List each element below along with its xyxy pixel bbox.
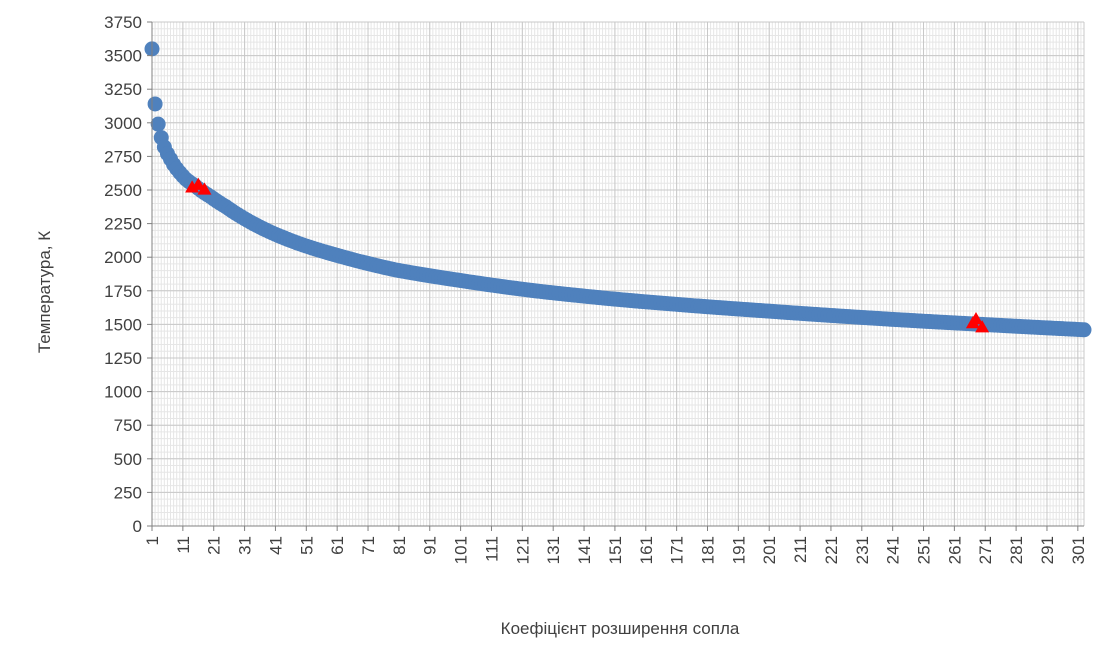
x-tick-label: 141	[575, 536, 594, 564]
x-tick-label: 21	[205, 536, 224, 555]
x-tick-label: 71	[359, 536, 378, 555]
grid-minor	[151, 21, 1085, 527]
x-axis-label: Коефіцієнт розширення сопла	[501, 619, 740, 638]
x-tick-label: 51	[297, 536, 316, 555]
x-tick-labels: 1 11 21 31 41 51 61 71 81 91 101 111 121 131 141 151 161…	[143, 536, 1088, 564]
x-tick-label: 41	[266, 536, 285, 555]
x-tick-label: 241	[884, 536, 903, 564]
data-point	[147, 96, 163, 112]
x-tick-label: 101	[452, 536, 471, 564]
x-tick-label: 111	[482, 536, 501, 562]
y-tick-label: 0	[133, 517, 142, 536]
y-axis-label: Температура, К	[35, 231, 54, 353]
y-tick-label: 2250	[104, 215, 142, 234]
x-tick-label: 121	[513, 536, 532, 564]
x-tick-label: 171	[668, 536, 687, 564]
y-tick-label: 2500	[104, 181, 142, 200]
x-tick-label: 151	[606, 536, 625, 564]
y-tick-label: 3000	[104, 114, 142, 133]
x-tick-label: 291	[1038, 536, 1057, 564]
x-tick-label: 271	[976, 536, 995, 564]
x-tick-label: 191	[729, 536, 748, 564]
x-tick-label: 261	[945, 536, 964, 564]
y-tick-label: 2750	[104, 147, 142, 166]
triangle-marker	[968, 312, 983, 325]
y-tick-label: 1750	[104, 282, 142, 301]
x-tick-label: 81	[390, 536, 409, 555]
x-tick-label: 251	[915, 536, 934, 564]
y-tick-label: 500	[114, 450, 142, 469]
y-tick-label: 3500	[104, 47, 142, 66]
triangle-marker	[975, 320, 990, 333]
x-tick-label: 181	[698, 536, 717, 564]
x-tick-label: 31	[236, 536, 255, 555]
data-point	[1076, 322, 1092, 338]
x-tick-label: 281	[1007, 536, 1026, 564]
x-tick-label: 1	[143, 536, 162, 545]
y-tick-labels: 0 250 500 750 1000 1250 1500 1750 2000 2250 2500 27…	[104, 13, 142, 536]
x-tick-label: 91	[421, 536, 440, 555]
grid-major	[151, 21, 1085, 527]
triangle-marker	[191, 177, 206, 190]
x-tick-label: 61	[328, 536, 347, 555]
x-tick-label: 301	[1069, 536, 1088, 564]
series-markers	[185, 177, 990, 333]
y-tick-label: 750	[114, 416, 142, 435]
y-tick-label: 1000	[104, 383, 142, 402]
triangle-marker	[197, 182, 212, 195]
y-tick-label: 1500	[104, 315, 142, 334]
x-tick-label: 231	[853, 536, 872, 564]
x-tick-label: 211	[791, 536, 810, 563]
y-tick-label: 2000	[104, 248, 142, 267]
x-tick-label: 221	[822, 536, 841, 564]
y-tick-label: 3250	[104, 80, 142, 99]
x-tick-label: 201	[760, 536, 779, 564]
x-tick-label: 161	[637, 536, 656, 564]
y-tick-label: 3750	[104, 13, 142, 32]
x-tick-label: 131	[544, 536, 563, 564]
axes	[147, 21, 1084, 531]
data-point	[150, 116, 166, 132]
y-tick-label: 1250	[104, 349, 142, 368]
y-tick-label: 250	[114, 483, 142, 502]
x-tick-label: 11	[174, 536, 193, 554]
